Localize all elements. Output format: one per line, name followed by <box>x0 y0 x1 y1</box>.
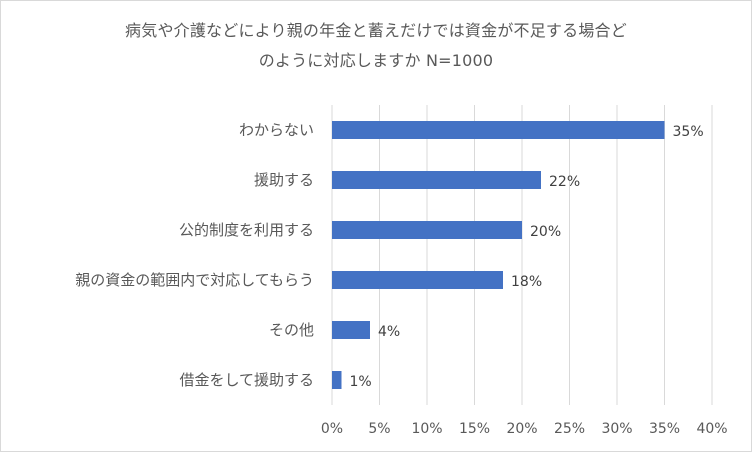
x-tick-label-25: 25% <box>554 421 585 437</box>
data-label-0: 35% <box>673 124 704 140</box>
data-label-1: 22% <box>549 174 580 190</box>
category-label-0: わからない <box>239 121 314 139</box>
data-label-3: 18% <box>511 274 542 290</box>
chart-title: 病気や介護などにより親の年金と蓄えだけでは資金が不足する場合ど のように対応しま… <box>0 16 752 76</box>
x-tick-label-35: 35% <box>649 421 680 437</box>
x-tick-label-5: 5% <box>368 421 390 437</box>
x-tick-label-40: 40% <box>696 421 727 437</box>
category-label-1: 援助する <box>254 171 314 189</box>
bar-5 <box>332 371 342 389</box>
bar-2 <box>332 221 522 239</box>
bar-3 <box>332 271 503 289</box>
x-tick-label-20: 20% <box>506 421 537 437</box>
chart-title-line-1: 病気や介護などにより親の年金と蓄えだけでは資金が不足する場合ど <box>125 21 627 40</box>
category-label-3: 親の資金の範囲内で対応してもらう <box>75 271 314 289</box>
bar-0 <box>332 121 665 139</box>
bar-4 <box>332 321 370 339</box>
x-tick-label-0: 0% <box>321 421 343 437</box>
data-label-2: 20% <box>530 224 561 240</box>
x-tick-label-15: 15% <box>459 421 490 437</box>
category-label-5: 借金をして援助する <box>179 371 314 389</box>
x-tick-label-30: 30% <box>601 421 632 437</box>
data-label-4: 4% <box>378 324 400 340</box>
category-label-4: その他 <box>269 321 314 339</box>
chart-title-line-2: のように対応しますか N=1000 <box>258 51 494 70</box>
category-label-2: 公的制度を利用する <box>179 221 314 239</box>
data-label-5: 1% <box>350 374 372 390</box>
bar-1 <box>332 171 541 189</box>
x-tick-label-10: 10% <box>411 421 442 437</box>
